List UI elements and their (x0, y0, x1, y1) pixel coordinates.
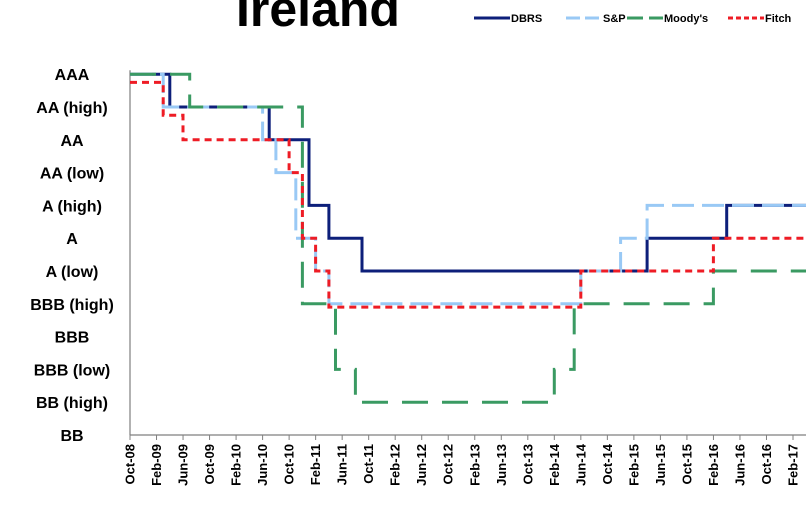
x-tick-label-feb-10: Feb-10 (229, 444, 244, 486)
x-tick-label-oct-12: Oct-12 (441, 444, 456, 484)
x-tick-label-oct-16: Oct-16 (759, 444, 774, 484)
x-tick-label-oct-10: Oct-10 (282, 444, 297, 484)
y-tick-label-aa-high: AA (high) (36, 100, 107, 117)
x-tick-label-jun-14: Jun-14 (573, 443, 588, 486)
y-tick-label-a-low: A (low) (46, 264, 99, 281)
x-tick-label-feb-14: Feb-14 (547, 443, 562, 486)
x-tick-label-oct-14: Oct-14 (600, 443, 615, 484)
y-axis: BB BB (high) BBB (low) BBB BBB (high) A (low)… (30, 67, 131, 445)
series-line-moody-s (130, 72, 806, 404)
y-tick-label-aa: AA (60, 133, 84, 150)
series-line-dbrs (130, 72, 806, 273)
plot-series (130, 72, 806, 404)
x-tick-label-feb-13: Feb-13 (467, 444, 482, 486)
x-tick-label-oct-15: Oct-15 (679, 444, 694, 484)
legend: DBRS S&P Moody's Fitch (474, 13, 792, 25)
y-tick-label-a-high: A (high) (42, 198, 102, 215)
x-tick-label-feb-15: Feb-15 (626, 444, 641, 486)
x-tick-label-feb-09: Feb-09 (149, 444, 164, 486)
x-tick-label-jun-12: Jun-12 (414, 444, 429, 486)
x-tick-label-oct-13: Oct-13 (520, 444, 535, 484)
y-tick-label-aaa: AAA (55, 67, 90, 84)
y-tick-label-a: A (66, 231, 78, 248)
x-tick-label-jun-16: Jun-16 (732, 444, 747, 486)
x-tick-label-oct-08: Oct-08 (123, 444, 138, 484)
x-tick-label-oct-11: Oct-11 (361, 444, 376, 484)
y-tick-label-bbb: BBB (55, 330, 90, 347)
series-line-s-p (130, 72, 806, 306)
x-tick-label-jun-15: Jun-15 (653, 444, 668, 486)
x-tick-label-jun-11: Jun-11 (335, 444, 350, 485)
x-tick-label-jun-09: Jun-09 (176, 444, 191, 486)
chart-title: Ireland (236, 0, 400, 37)
legend-label-s-p: S&P (603, 13, 626, 25)
x-tick-label-jun-10: Jun-10 (255, 444, 270, 486)
x-tick-label-oct-09: Oct-09 (202, 444, 217, 484)
series-line-fitch (130, 80, 806, 309)
y-tick-label-bbb-low: BBB (low) (34, 362, 110, 379)
x-tick-label-feb-17: Feb-17 (786, 444, 801, 486)
y-tick-label-bb-high: BB (high) (36, 395, 108, 412)
legend-label-fitch: Fitch (765, 13, 792, 25)
y-tick-label-bb: BB (60, 428, 83, 445)
x-tick-label-feb-16: Feb-16 (706, 444, 721, 486)
legend-label-moody-s: Moody's (664, 13, 708, 25)
x-tick-label-feb-12: Feb-12 (388, 444, 403, 486)
x-tick-label-feb-11: Feb-11 (308, 444, 323, 485)
x-axis: Oct-08 Feb-09 Jun-09 Oct-09 Feb-10 Jun-10 Oct-… (123, 434, 806, 486)
y-tick-label-bbb-high: BBB (high) (30, 297, 114, 314)
x-tick-label-jun-13: Jun-13 (494, 444, 509, 486)
y-tick-label-aa-low: AA (low) (40, 166, 104, 183)
legend-label-dbrs: DBRS (511, 13, 542, 25)
